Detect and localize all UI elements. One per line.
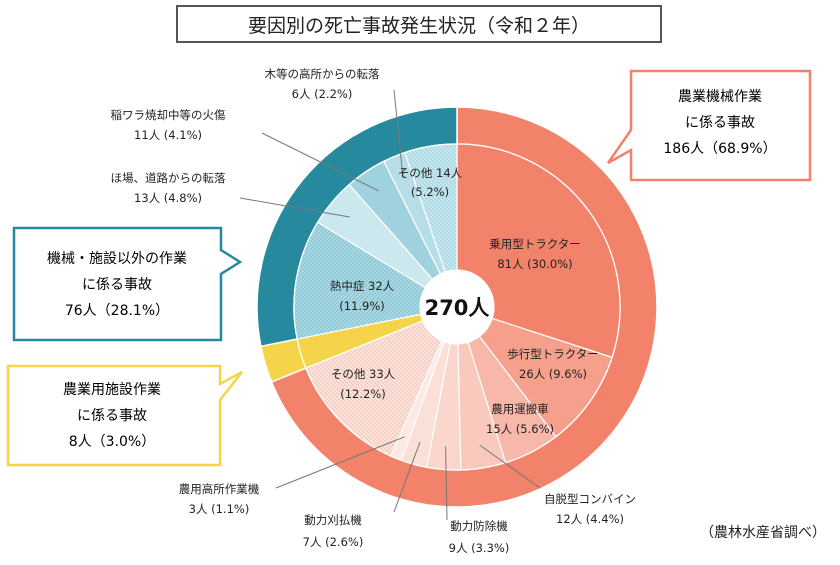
- callout-machine-line3: 186人（68.9%）: [663, 141, 776, 157]
- slice-label-walking-tractor: 歩行型トラクター: [507, 347, 599, 361]
- label-burn: 稲ワラ焼却中等の火傷: [111, 108, 226, 122]
- source-note: （農林水産省調べ）: [700, 525, 826, 541]
- value-sprayer: 9人 (3.3%): [449, 541, 510, 555]
- inner-labels: 乗用型トラクター 81人 (30.0%) 歩行型トラクター 26人 (9.6%)…: [330, 166, 599, 436]
- center-hole: [420, 270, 494, 344]
- callout-facility-line2: に係る事故: [77, 408, 147, 424]
- slice-label-machine-other: その他 33人: [331, 367, 396, 381]
- leader-line-3: [479, 444, 541, 489]
- label-tree-fall: 木等の高所からの転落: [265, 67, 380, 81]
- value-tree-fall: 6人 (2.2%): [292, 87, 353, 101]
- leader-line-4: [445, 446, 448, 521]
- slice-label-transport-vehicle: 農用運搬車: [491, 402, 549, 416]
- callout-other-line2: に係る事故: [82, 277, 152, 293]
- leader-lines: [239, 89, 541, 521]
- slice-value-transport-vehicle: 15人 (5.6%): [486, 422, 554, 436]
- callout-other: 機械・施設以外の作業 に係る事故 76人（28.1%）: [12, 226, 243, 342]
- leader-line-10: [239, 197, 350, 218]
- callout-machine: 農業機械作業 に係る事故 186人（68.9%）: [606, 69, 812, 182]
- callout-other-line3: 76人（28.1%）: [65, 303, 169, 319]
- slice-label-heatstroke: 熱中症 32人: [330, 279, 395, 293]
- callout-other-line1: 機械・施設以外の作業: [47, 251, 187, 267]
- callout-facility-line1: 農業用施設作業: [63, 382, 161, 398]
- label-brush-cutter: 動力刈払機: [304, 513, 362, 527]
- slice-label-riding-tractor: 乗用型トラクター: [489, 237, 581, 251]
- value-burn: 11人 (4.1%): [134, 128, 202, 142]
- inner-ring: [293, 143, 621, 471]
- callout-facility: 農業用施設作業 に係る事故 8人（3.0%）: [6, 364, 243, 467]
- leader-line-11: [261, 132, 379, 192]
- label-combine: 自脱型コンバイン: [544, 492, 636, 506]
- slice-value-riding-tractor: 81人 (30.0%): [497, 257, 572, 271]
- callout-machine-line2: に係る事故: [685, 115, 755, 131]
- chart-title: 要因別の死亡事故発生状況（令和２年）: [176, 5, 662, 43]
- slice-value-machine-other: (12.2%): [340, 387, 386, 401]
- leader-line-12: [393, 89, 404, 178]
- outer-labels: 自脱型コンバイン 12人 (4.4%) 動力防除機 9人 (3.3%) 動力刈払…: [111, 67, 637, 555]
- inner-slice-9: [293, 221, 427, 340]
- callout-machine-line1: 農業機械作業: [678, 89, 762, 105]
- value-combine: 12人 (4.4%): [556, 512, 624, 526]
- slice-value-heatstroke: (11.9%): [339, 299, 385, 313]
- slice-value-walking-tractor: 26人 (9.6%): [519, 367, 587, 381]
- callout-facility-line3: 8人（3.0%）: [69, 434, 155, 450]
- slice-value-other-other: (5.2%): [411, 185, 449, 199]
- value-aerial-work: 3人 (1.1%): [189, 502, 250, 516]
- label-aerial-work: 農用高所作業機: [179, 482, 260, 496]
- leader-line-6: [275, 436, 405, 489]
- label-sprayer: 動力防除機: [450, 519, 508, 533]
- center-total-label: 270人: [425, 296, 490, 320]
- leader-line-5: [393, 441, 421, 513]
- label-field-fall: ほ場、道路からの転落: [111, 171, 226, 185]
- value-brush-cutter: 7人 (2.6%): [303, 535, 364, 549]
- value-field-fall: 13人 (4.8%): [134, 191, 202, 205]
- slice-label-other-other: その他 14人: [398, 166, 463, 180]
